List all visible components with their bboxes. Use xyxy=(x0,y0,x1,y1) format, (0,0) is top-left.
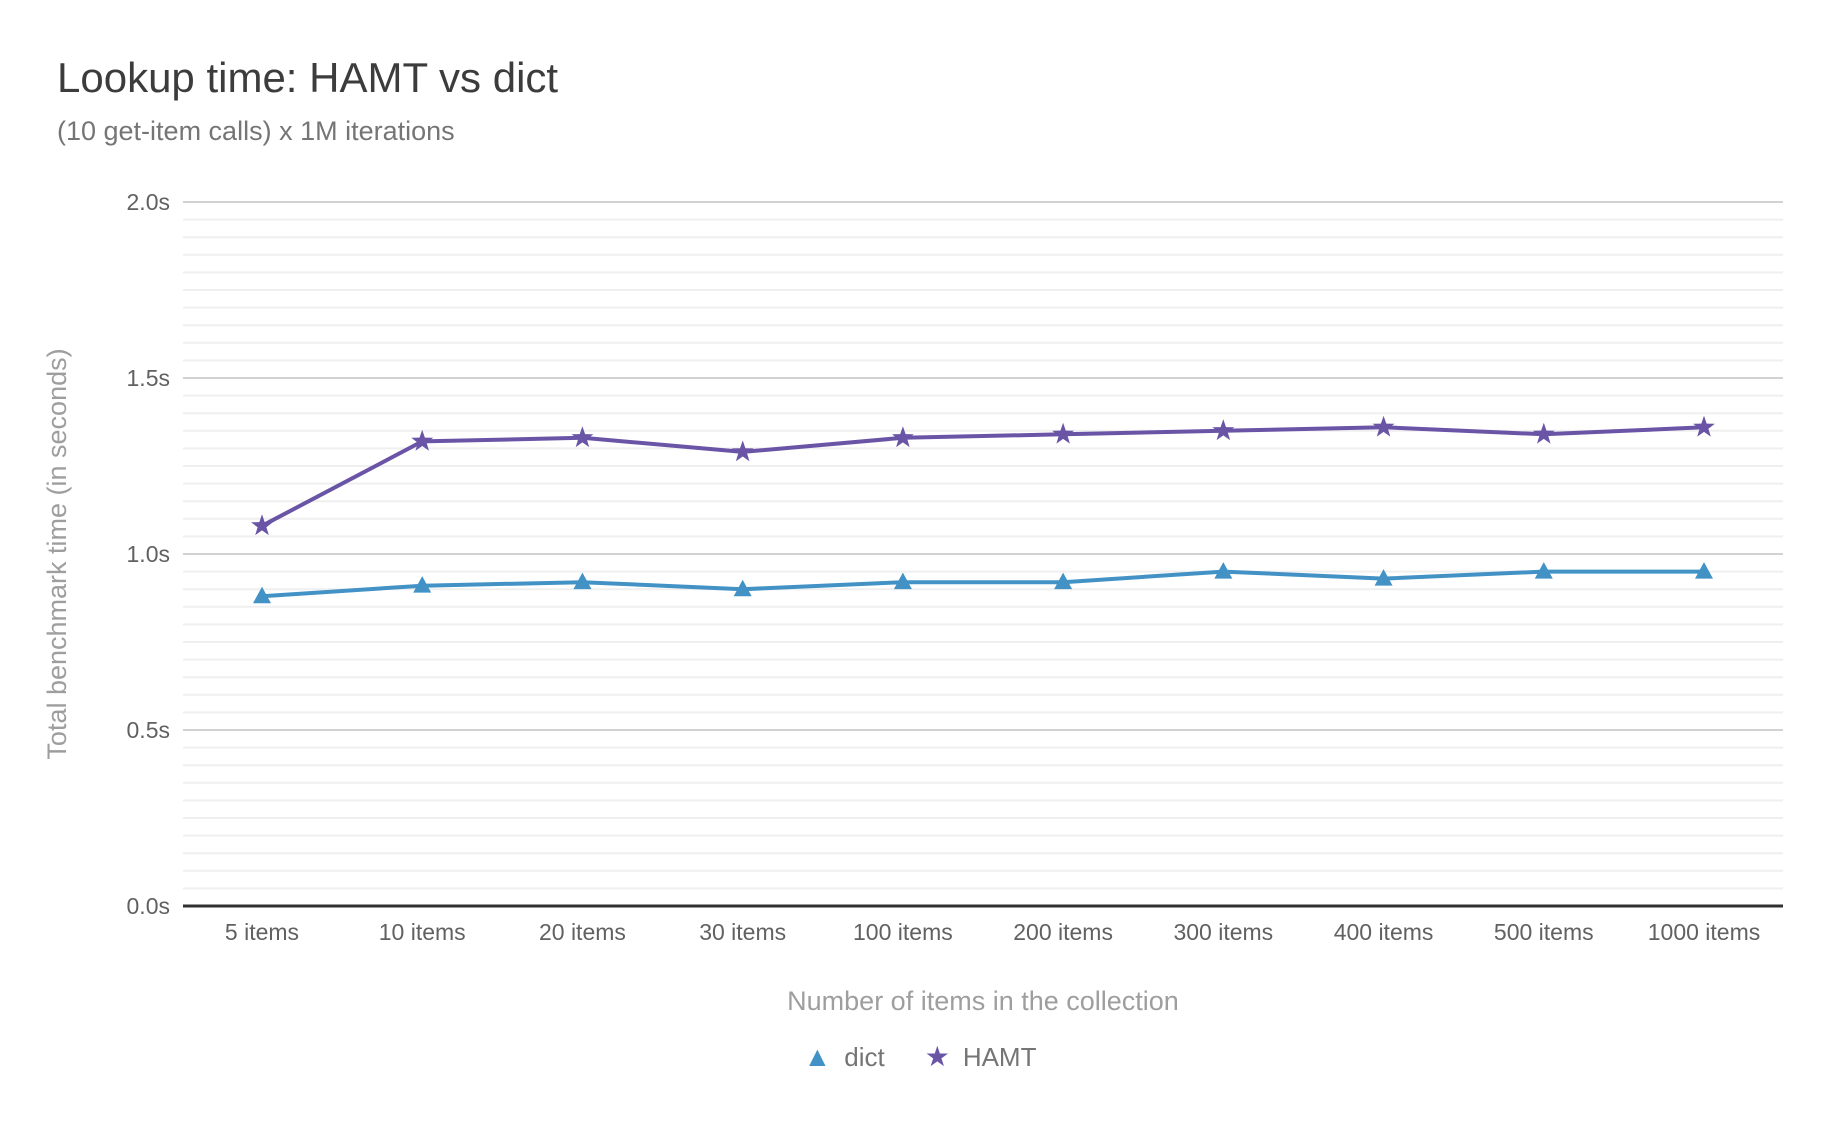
y-tick-label: 1.5s xyxy=(127,365,170,391)
legend-label: HAMT xyxy=(962,1042,1037,1072)
x-tick-label: 500 items xyxy=(1494,919,1594,945)
chart-subtitle: (10 get-item calls) x 1M iterations xyxy=(57,116,455,146)
x-tick-label: 100 items xyxy=(853,919,953,945)
legend: ▲ dict ★ HAMT xyxy=(0,1042,1840,1073)
data-point-dict-7 xyxy=(1374,569,1393,586)
data-point-dict-6 xyxy=(1214,562,1233,579)
x-tick-label: 20 items xyxy=(539,919,626,945)
data-point-HAMT-5 xyxy=(1052,422,1074,444)
data-point-HAMT-9 xyxy=(1693,415,1715,437)
y-tick-label: 0.5s xyxy=(127,717,170,743)
x-tick-label: 200 items xyxy=(1013,919,1113,945)
y-axis-title: Total benchmark time (in seconds) xyxy=(42,348,72,759)
series-HAMT xyxy=(251,415,1715,536)
triangle-icon: ▲ xyxy=(803,1040,832,1072)
x-tick-label: 300 items xyxy=(1173,919,1273,945)
legend-item-dict[interactable]: ▲ dict xyxy=(804,1042,885,1073)
data-point-dict-9 xyxy=(1695,562,1713,579)
x-tick-label: 10 items xyxy=(379,919,466,945)
minor-gridlines xyxy=(183,218,1783,890)
data-point-dict-4 xyxy=(893,572,912,590)
data-point-HAMT-0 xyxy=(251,514,273,536)
data-point-dict-8 xyxy=(1534,562,1553,579)
legend-label: dict xyxy=(844,1042,885,1072)
data-point-dict-5 xyxy=(1054,572,1073,590)
x-tick-label: 1000 items xyxy=(1648,919,1761,945)
x-tick-labels: 5 items 10 items 20 items 30 items 100 items… xyxy=(225,919,1760,945)
y-tick-label: 2.0s xyxy=(127,189,170,215)
y-tick-label: 0.0s xyxy=(127,893,170,919)
data-point-dict-2 xyxy=(573,572,592,590)
data-point-dict-1 xyxy=(413,576,432,593)
data-point-HAMT-1 xyxy=(411,429,434,451)
x-tick-label: 5 items xyxy=(225,919,299,945)
data-point-HAMT-3 xyxy=(731,440,754,462)
x-tick-label: 400 items xyxy=(1334,919,1434,945)
data-point-dict-0 xyxy=(253,586,271,604)
data-point-HAMT-7 xyxy=(1372,415,1395,437)
star-icon: ★ xyxy=(924,1040,950,1072)
data-point-dict-3 xyxy=(733,579,752,597)
series-line-dict xyxy=(260,569,1706,599)
x-axis-title: Number of items in the collection xyxy=(787,986,1179,1016)
series-line-HAMT xyxy=(260,425,1706,528)
data-point-HAMT-8 xyxy=(1532,422,1555,444)
data-point-HAMT-2 xyxy=(571,426,594,448)
legend-item-HAMT[interactable]: ★ HAMT xyxy=(925,1042,1037,1073)
y-tick-label: 1.0s xyxy=(127,541,170,567)
x-tick-label: 30 items xyxy=(699,919,786,945)
data-point-HAMT-4 xyxy=(892,426,914,448)
data-point-HAMT-6 xyxy=(1212,419,1235,441)
chart-title: Lookup time: HAMT vs dict xyxy=(57,54,559,101)
major-gridlines: 0.0s 0.5s 1.0s 1.5s 2.0s xyxy=(127,189,1783,919)
series-dict xyxy=(253,562,1713,604)
